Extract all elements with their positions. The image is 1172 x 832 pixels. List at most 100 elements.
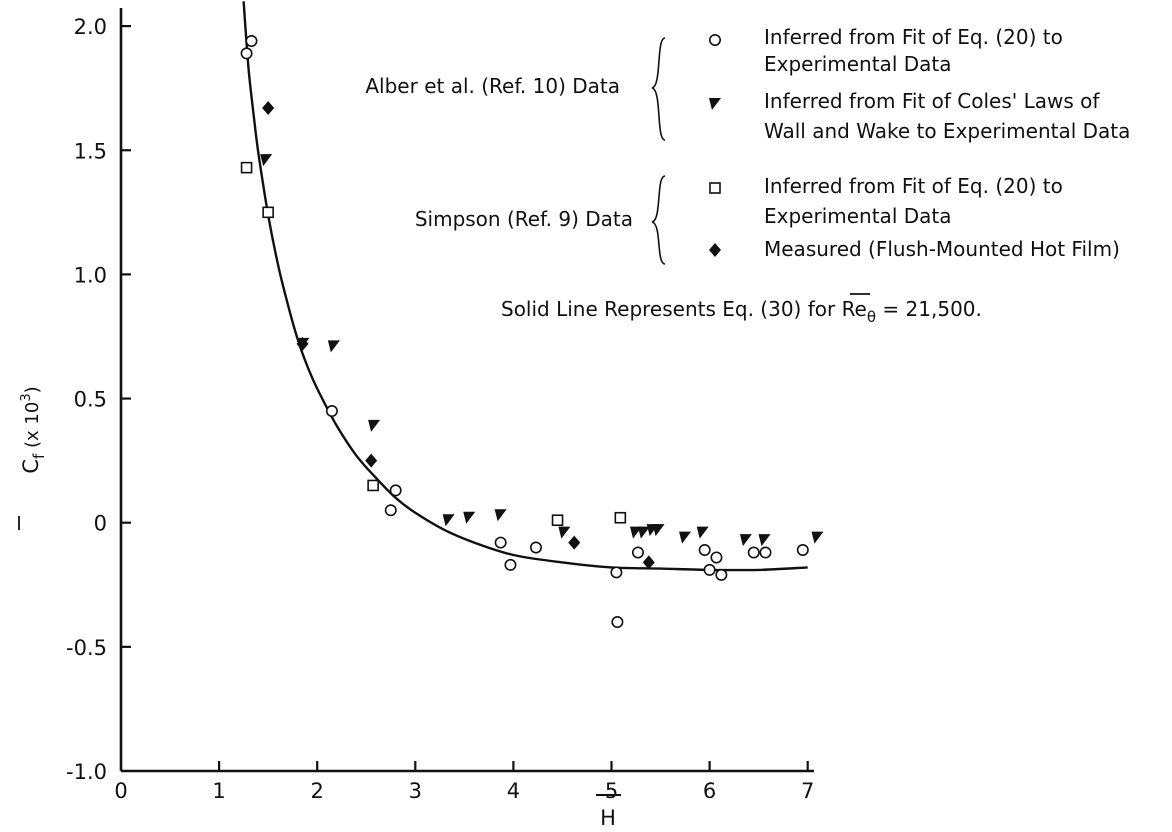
legend-marker-filled-diamond [709,243,721,257]
legend-group-brace-simpson [651,175,666,265]
legend-group-label-simpson: Simpson (Ref. 9) Data [415,207,633,231]
x-tick-label: 2 [311,779,324,803]
open-square-point [240,161,253,174]
legend-item-circle-line-1: Inferred from Fit of Eq. (20) to [764,25,1063,49]
filled-diamond-point [296,336,309,351]
x-ticks: 0 1 2 3 4 5 6 7 [114,761,814,803]
curve-annotation: Solid Line Represents Eq. (30) for Reθ =… [501,297,982,326]
legend-item-diamond: Measured (Flush-Mounted Hot Film) [709,237,1120,261]
open-square-point [262,206,274,219]
filled-diamond-point [568,535,581,550]
legend-item-triangle: Inferred from Fit of Coles' Laws of Wall… [709,89,1130,143]
y-axis-label-symbol: C [19,459,43,474]
open-circle-point [631,546,644,559]
x-axis-label: H [600,806,616,830]
y-axis-label-close: ) [22,386,43,393]
legend-filled-triangle-point [709,98,721,110]
legend-marker-open-circle [708,33,721,46]
filled-triangle-point [811,531,824,544]
open-circle-point [494,536,507,549]
axes [119,8,814,773]
open-circle-point [529,541,542,554]
legend-marker-filled-triangle [709,98,721,110]
open-circle-point [698,544,711,557]
open-circle-point [240,47,253,60]
y-axis-title: Cf (x 103) [18,386,48,530]
open-circle-point [384,504,397,517]
filled-triangle-point [558,526,571,539]
y-tick-label: 1.0 [74,263,107,287]
filled-triangle-point [442,514,455,527]
filled-triangle-point [494,509,507,522]
filled-diamond-point [642,555,655,570]
x-tick-label: 4 [507,779,520,803]
legend-item-square: Inferred from Fit of Eq. (20) to Experim… [709,174,1063,228]
legend-item-diamond-line-1: Measured (Flush-Mounted Hot Film) [764,237,1120,261]
y-axis-label-subscript: f [30,453,48,459]
open-circle-point [389,484,402,497]
open-circle-point [245,34,258,47]
legend-item-square-line-2: Experimental Data [764,204,951,228]
filled-triangle-point [463,511,476,524]
open-circle-point [715,568,728,581]
legend-group-label-alber: Alber et al. (Ref. 10) Data [365,74,620,98]
filled-triangle-point [758,534,771,547]
filled-diamond-point [365,453,378,468]
curve-annotation-value: = 21,500. [876,297,982,321]
legend-filled-diamond-point [709,243,721,257]
x-tick-label: 7 [801,779,814,803]
legend-open-circle-point [708,33,721,46]
x-axis-title: H [596,794,621,830]
legend-item-circle-line-2: Experimental Data [764,52,951,76]
x-tick-label: 5 [605,779,618,803]
y-tick-label: 2.0 [74,15,107,39]
filled-triangle-point [637,526,650,539]
x-tick-label: 6 [703,779,716,803]
y-axis-label-unit: (x 10 [22,402,43,454]
y-tick-label: 0 [94,512,107,536]
filled-diamond-point [262,101,275,116]
y-ticks: -1.0 -0.5 0 0.5 1.0 1.5 2.0 [66,15,131,784]
open-square-point [367,479,379,492]
legend-group-brace-alber [651,37,666,141]
curve-annotation-reynolds: Re [842,297,867,321]
open-circle-point [710,551,723,564]
open-square-point [614,511,627,524]
open-circle-point [747,546,760,559]
data-points-layer [240,34,824,629]
open-circle-point [796,544,809,557]
open-circle-point [325,404,338,417]
open-circle-point [611,616,624,629]
filled-triangle-point [327,340,340,353]
filled-triangle-point [679,531,692,544]
open-circle-point [504,558,517,571]
curve-annotation-text: Solid Line Represents Eq. (30) for [501,297,842,321]
y-tick-label: 0.5 [74,388,107,412]
open-square-point [551,514,564,527]
legend-open-square-point [709,182,721,194]
filled-triangle-point [368,419,381,432]
curve-annotation-subscript: θ [867,308,876,326]
x-tick-label: 3 [409,779,422,803]
filled-triangle-point [696,526,709,539]
filled-triangle-point [652,524,665,537]
legend-item-square-line-1: Inferred from Fit of Eq. (20) to [764,174,1063,198]
legend-items: Inferred from Fit of Eq. (20) to Experim… [708,25,1130,261]
x-tick-label: 0 [114,779,127,803]
y-axis-label-exponent: 3 [19,393,34,401]
open-circle-point [703,563,716,576]
legend-item-triangle-line-2: Wall and Wake to Experimental Data [764,119,1130,143]
legend: Alber et al. (Ref. 10) Data Simpson (Ref… [365,25,1130,326]
y-tick-label: -0.5 [66,636,107,660]
open-circle-point [610,566,623,579]
legend-marker-open-square [709,182,721,194]
filled-triangle-point [260,154,273,167]
y-tick-label: 1.5 [74,139,107,163]
x-tick-label: 1 [212,779,225,803]
open-circle-point [759,546,772,559]
legend-item-triangle-line-1: Inferred from Fit of Coles' Laws of [764,89,1100,113]
legend-item-circle: Inferred from Fit of Eq. (20) to Experim… [708,25,1063,76]
y-tick-label: -1.0 [66,760,107,784]
filled-triangle-point [739,534,752,547]
